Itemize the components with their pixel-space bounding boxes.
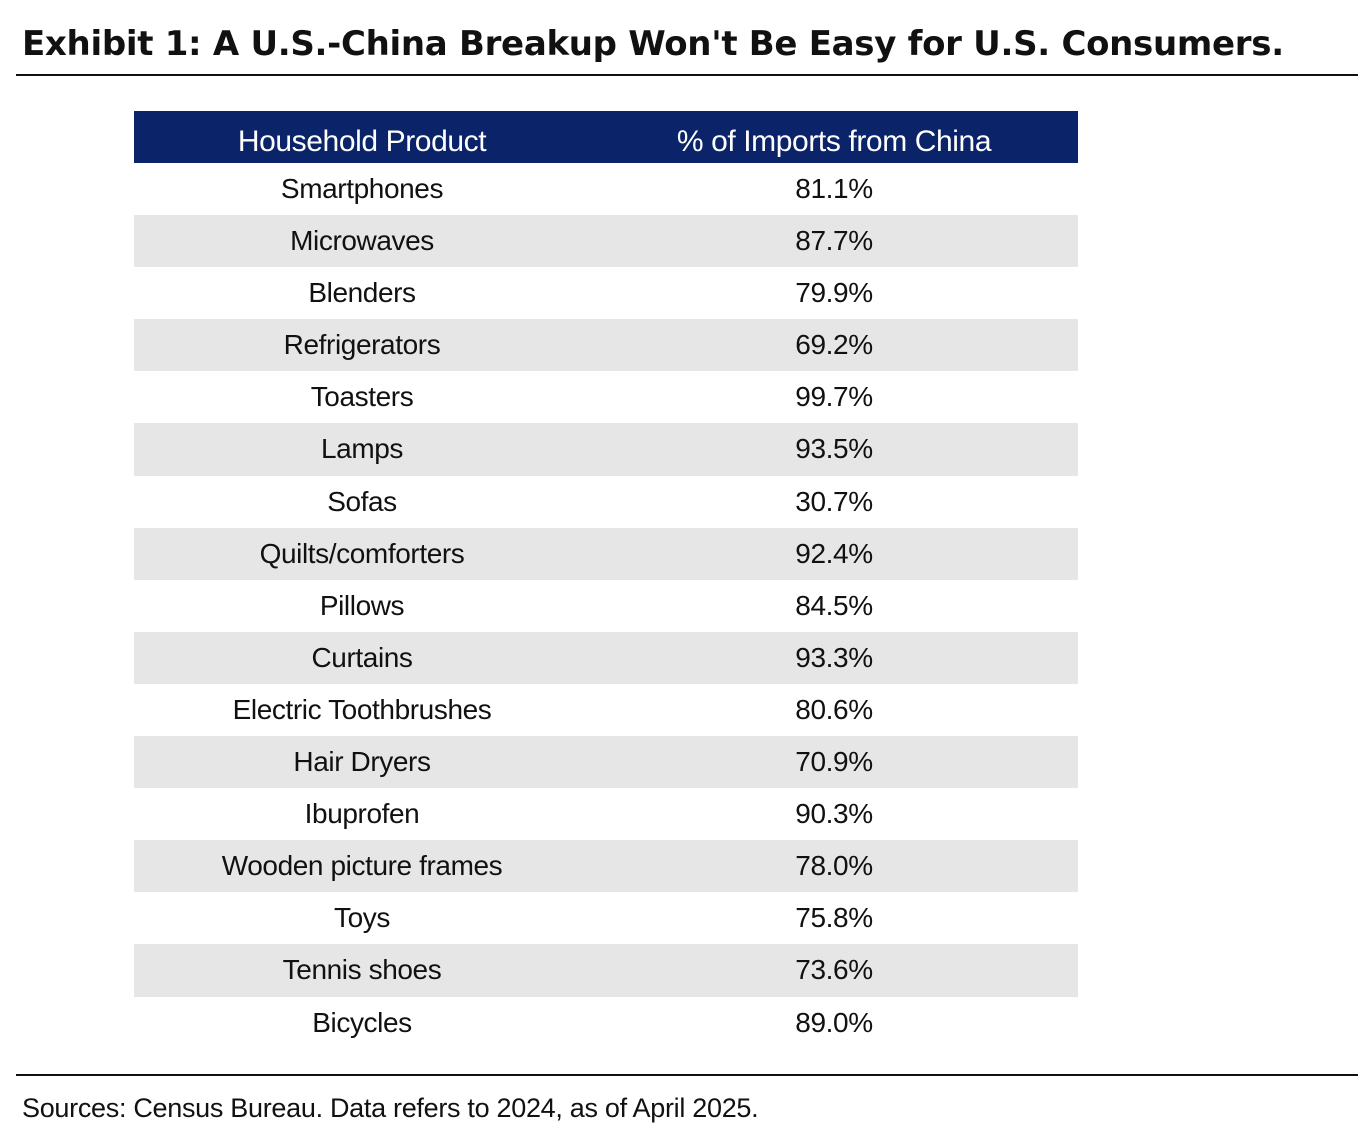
header-household-product: Household Product: [237, 125, 487, 158]
table-body: Smartphones 81.1% Microwaves 87.7% Blenders 7…: [134, 163, 1078, 1049]
percent-cell: 70.9%: [795, 746, 873, 778]
product-cell: Microwaves: [290, 225, 434, 257]
percent-cell: 89.0%: [795, 1006, 873, 1038]
percent-cell: 78.0%: [795, 850, 873, 882]
product-cell: Lamps: [320, 433, 404, 465]
table-row: Sofas 30.7%: [134, 476, 1078, 528]
product-cell: Ibuprofen: [304, 798, 420, 830]
percent-cell: 80.6%: [795, 693, 873, 725]
table-row: Blenders 79.9%: [134, 267, 1078, 319]
product-cell: Tennis shoes: [282, 954, 442, 986]
product-cell: Toasters: [310, 381, 414, 413]
table-row: Wooden picture frames 78.0%: [134, 840, 1078, 893]
exhibit-title: Exhibit 1: A U.S.-China Breakup Won't Be…: [22, 24, 1284, 64]
percent-cell: 79.9%: [795, 277, 873, 309]
percent-cell: 90.3%: [795, 798, 873, 830]
product-cell: Hair Dryers: [293, 746, 431, 778]
footer-divider: [16, 1074, 1358, 1076]
product-cell: Electric Toothbrushes: [232, 693, 492, 725]
percent-cell: 73.6%: [795, 954, 873, 986]
product-cell: Quilts/comforters: [259, 537, 465, 569]
table-row: Microwaves 87.7%: [134, 215, 1078, 268]
table-row: Toys 75.8%: [134, 892, 1078, 944]
percent-cell: 93.3%: [795, 641, 873, 673]
percent-cell: 93.5%: [795, 433, 873, 465]
percent-cell: 99.7%: [795, 381, 873, 413]
table-row: Electric Toothbrushes 80.6%: [134, 684, 1078, 736]
table-row: Toasters 99.7%: [134, 371, 1078, 423]
product-cell: Smartphones: [280, 173, 444, 204]
percent-cell: 75.8%: [795, 902, 873, 934]
product-cell: Pillows: [319, 589, 405, 621]
table-row: Smartphones 81.1%: [134, 163, 1078, 215]
table-header: Household Product % of Imports from Chin…: [134, 111, 1078, 163]
percent-cell: 69.2%: [795, 329, 873, 361]
table-row: Bicycles 89.0%: [134, 997, 1078, 1049]
table-row: Ibuprofen 90.3%: [134, 788, 1078, 840]
table-row: Quilts/comforters 92.4%: [134, 527, 1078, 580]
table-row: Refrigerators 69.2%: [134, 319, 1078, 372]
percent-cell: 84.5%: [795, 589, 873, 621]
table-row: Hair Dryers 70.9%: [134, 736, 1078, 789]
table-row: Curtains 93.3%: [134, 631, 1078, 684]
percent-cell: 30.7%: [795, 485, 873, 517]
imports-table: Household Product % of Imports from Chin…: [134, 111, 1078, 1049]
product-cell: Sofas: [327, 485, 397, 517]
table-row: Pillows 84.5%: [134, 580, 1078, 632]
title-divider: [16, 74, 1358, 76]
percent-cell: 81.1%: [795, 173, 873, 204]
table-row: Tennis shoes 73.6%: [134, 944, 1078, 997]
header-percent-imports: % of Imports from China: [676, 125, 992, 158]
product-cell: Toys: [334, 902, 390, 934]
sources-note: Sources: Census Bureau. Data refers to 2…: [22, 1093, 759, 1123]
product-cell: Blenders: [308, 277, 416, 309]
product-cell: Wooden picture frames: [221, 850, 503, 882]
product-cell: Refrigerators: [283, 329, 441, 361]
table-row: Lamps 93.5%: [134, 423, 1078, 476]
percent-cell: 92.4%: [795, 537, 873, 569]
product-cell: Curtains: [311, 641, 413, 673]
percent-cell: 87.7%: [795, 225, 873, 257]
product-cell: Bicycles: [312, 1006, 412, 1038]
